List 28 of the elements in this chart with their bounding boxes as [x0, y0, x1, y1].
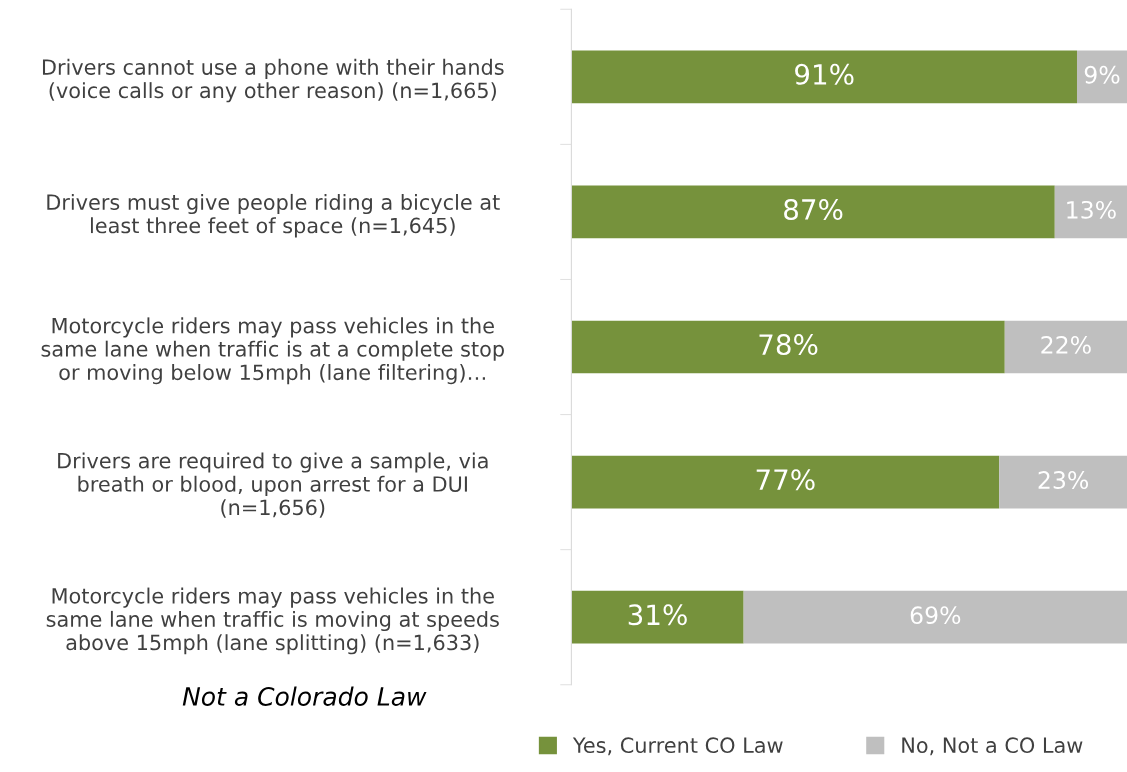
bar	[1004, 320, 1127, 374]
bar	[1054, 185, 1127, 239]
data-label: 69%	[910, 606, 961, 625]
bar	[571, 50, 1077, 104]
y-tick-label: Drivers must give people riding a bicycle at least three feet of space (n=1,645)	[47, 193, 500, 238]
y-tick-label: Drivers are required to give a sample, via breath or blood, upon arrest for a DUI (n=1,656)	[58, 452, 488, 518]
data-label: 23%	[1038, 471, 1089, 489]
y-tick-label: Motorcycle riders may pass vehicles in the same lane when traffic is moving at speeds above 15mph (lane splitting) (n=1,633)	[46, 587, 499, 655]
bar	[571, 185, 1055, 239]
legend-label: No, Not a CO Law	[902, 737, 1083, 756]
y-tick-label: Drivers cannot use a phone with their hands (voice calls or any other reason) (n=1,665)	[42, 58, 504, 103]
data-label: 13%	[1067, 200, 1116, 219]
bar	[571, 455, 1000, 509]
bar	[999, 455, 1127, 509]
legend-label: Yes, Current CO Law	[572, 737, 783, 756]
bar	[571, 590, 744, 644]
data-label: 22%	[1041, 336, 1091, 354]
y-tick-label: Motorcycle riders may pass vehicles in the same lane when traffic is at a complete stop or moving below 15mph (lane filtering)…	[41, 317, 504, 385]
data-label: 87%	[784, 198, 843, 220]
data-label: 31%	[628, 604, 687, 626]
text: Not a Colorado Law	[182, 686, 427, 706]
data-label: 9%	[1084, 65, 1120, 84]
data-label: 91%	[795, 63, 854, 85]
bar	[743, 590, 1127, 644]
bar	[571, 320, 1005, 374]
bar	[1076, 50, 1127, 104]
data-label: 77%	[756, 469, 815, 491]
data-label: 78%	[759, 334, 818, 356]
